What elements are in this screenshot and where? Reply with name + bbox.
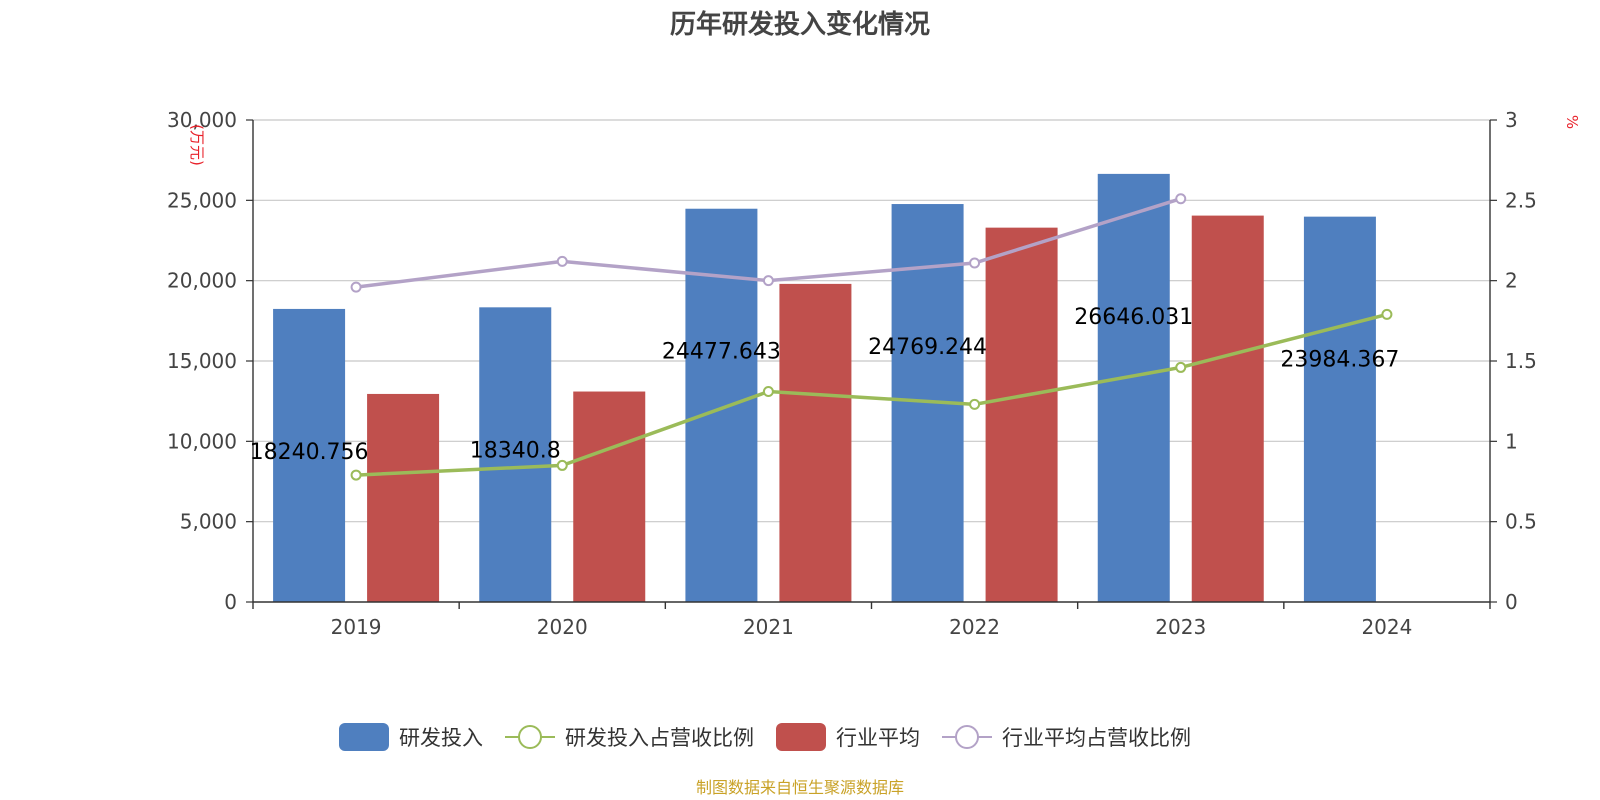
- data-label-rd-investment: 24477.643: [662, 340, 781, 365]
- left-tick-label: 25,000: [167, 188, 237, 212]
- data-label-rd-investment: 18240.756: [250, 440, 369, 465]
- legend-swatch-marker: [955, 725, 979, 749]
- point-industry-ratio[interactable]: [350, 281, 362, 293]
- point-industry-ratio[interactable]: [1175, 193, 1187, 205]
- x-tick-label: 2020: [537, 615, 588, 639]
- data-label-rd-investment: 26646.031: [1074, 305, 1193, 330]
- point-rd-ratio[interactable]: [556, 459, 568, 471]
- left-axis-unit: (万元): [188, 124, 206, 166]
- left-tick-label: 30,000: [167, 108, 237, 132]
- point-industry-ratio[interactable]: [556, 255, 568, 267]
- legend-swatch-marker: [518, 725, 542, 749]
- bar-industry-average[interactable]: [1191, 215, 1264, 602]
- right-tick-label: 2.5: [1505, 188, 1537, 212]
- bar-rd-investment[interactable]: [479, 307, 552, 602]
- point-rd-ratio[interactable]: [350, 469, 362, 481]
- x-tick-label: 2021: [743, 615, 794, 639]
- right-tick-label: 0: [1505, 590, 1518, 614]
- line-rd-ratio: [356, 312, 1388, 477]
- legend-swatch: [776, 723, 826, 751]
- legend-swatch: [339, 723, 389, 751]
- data-label-rd-investment: 24769.244: [868, 335, 987, 360]
- bar-industry-average[interactable]: [367, 393, 440, 602]
- point-rd-ratio[interactable]: [1175, 361, 1187, 373]
- data-label-rd-investment: 18340.8: [470, 438, 561, 463]
- axes-layer: 0 0 5,000 0.5 10,000 1 15,000 1.5 20,000 2 25,000 2…: [167, 108, 1537, 639]
- bar-industry-average[interactable]: [985, 227, 1058, 602]
- right-axis-unit: %: [1563, 115, 1581, 129]
- bars-layer: [273, 173, 1376, 603]
- legend[interactable]: 研发投入 研发投入占营收比例 行业平均 行业平均占营收比例: [339, 723, 1191, 751]
- point-rd-ratio[interactable]: [969, 398, 981, 410]
- point-industry-ratio[interactable]: [969, 257, 981, 269]
- bar-rd-investment[interactable]: [1303, 216, 1376, 602]
- bar-rd-investment[interactable]: [685, 208, 758, 602]
- point-rd-ratio[interactable]: [1381, 308, 1393, 320]
- right-tick-label: 0.5: [1505, 510, 1537, 534]
- left-tick-label: 15,000: [167, 349, 237, 373]
- x-tick-label: 2024: [1361, 615, 1412, 639]
- right-tick-label: 1: [1505, 429, 1518, 453]
- x-tick-label: 2023: [1155, 615, 1206, 639]
- grid-lines: [253, 119, 1490, 523]
- chart-title: 历年研发投入变化情况: [670, 9, 930, 40]
- right-tick-label: 2: [1505, 269, 1518, 293]
- legend-label[interactable]: 研发投入: [399, 726, 483, 750]
- data-labels-layer: 18240.756 18340.8 24477.643 24769.244 26646.…: [250, 305, 1400, 465]
- bar-rd-investment[interactable]: [1097, 173, 1170, 603]
- legend-label[interactable]: 行业平均: [836, 726, 920, 750]
- left-tick-label: 20,000: [167, 269, 237, 293]
- data-label-rd-investment: 23984.367: [1280, 348, 1399, 373]
- x-tick-label: 2022: [949, 615, 1000, 639]
- left-tick-label: 10,000: [167, 429, 237, 453]
- source-note: 制图数据来自恒生聚源数据库: [696, 778, 904, 797]
- bar-rd-investment[interactable]: [273, 308, 346, 602]
- legend-label[interactable]: 研发投入占营收比例: [565, 726, 754, 750]
- right-tick-label: 3: [1505, 108, 1518, 132]
- left-tick-label: 5,000: [180, 510, 237, 534]
- right-tick-label: 1.5: [1505, 349, 1537, 373]
- x-tick-label: 2019: [331, 615, 382, 639]
- point-industry-ratio[interactable]: [762, 275, 774, 287]
- bar-industry-average[interactable]: [573, 391, 646, 602]
- lines-layer: [350, 193, 1393, 481]
- legend-label[interactable]: 行业平均占营收比例: [1002, 726, 1191, 750]
- bar-industry-average[interactable]: [779, 283, 852, 602]
- point-rd-ratio[interactable]: [762, 386, 774, 398]
- left-tick-label: 0: [224, 590, 237, 614]
